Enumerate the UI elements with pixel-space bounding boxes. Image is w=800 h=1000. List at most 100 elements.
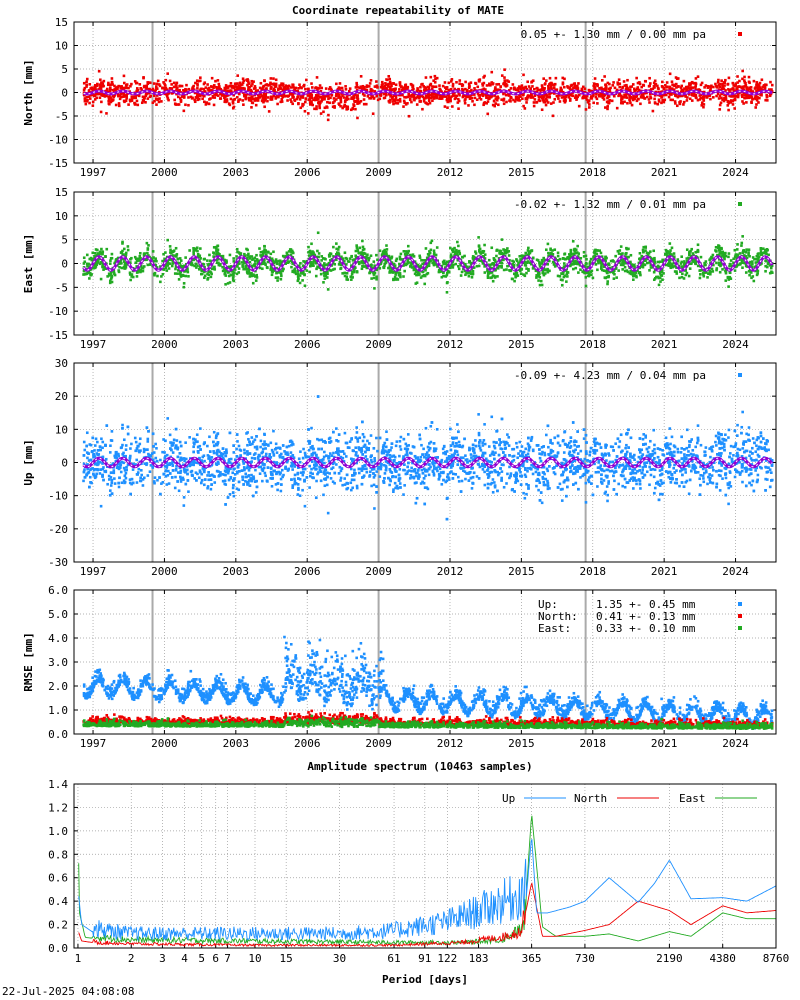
x-tick-label: 2024 <box>722 166 749 179</box>
x-tick-label: 2003 <box>223 737 250 750</box>
stats-marker <box>738 202 742 206</box>
x-tick-label: 2015 <box>508 338 535 351</box>
x-tick-label: 1997 <box>80 737 107 750</box>
x-tick-label: 2024 <box>722 338 749 351</box>
x-tick-label: 2024 <box>722 565 749 578</box>
x-tick-label: 2021 <box>651 338 678 351</box>
y-tick-label: 1.0 <box>48 825 68 838</box>
y-tick-label: 20 <box>55 390 68 403</box>
x-tick-label: 2000 <box>151 737 178 750</box>
x-tick-label: 2012 <box>437 166 464 179</box>
legend-value: 0.33 +- 0.10 mm <box>596 622 696 635</box>
spectrum-title: Amplitude spectrum (10463 samples) <box>307 760 532 773</box>
x-tick-label: 365 <box>522 952 542 965</box>
chart-title: Coordinate repeatability of MATE <box>292 4 504 17</box>
x-tick-label: 5 <box>198 952 205 965</box>
x-tick-label: 61 <box>387 952 400 965</box>
y-tick-label: 0.8 <box>48 848 68 861</box>
panel-frame <box>73 191 777 336</box>
x-tick-label: 2012 <box>437 338 464 351</box>
y-tick-label: 10 <box>55 40 68 53</box>
x-tick-label: 2009 <box>365 338 392 351</box>
legend-name: North <box>574 792 607 805</box>
data-points <box>82 635 774 730</box>
x-tick-label: 2190 <box>656 952 683 965</box>
x-tick-label: 2003 <box>223 565 250 578</box>
y-tick-label: 10 <box>55 210 68 223</box>
x-tick-label: 2021 <box>651 166 678 179</box>
legend-marker <box>738 602 742 606</box>
panel-frame <box>73 589 777 735</box>
x-tick-label: 91 <box>418 952 431 965</box>
data-points <box>82 68 774 122</box>
legend-name: North: <box>538 610 578 623</box>
series-line-north <box>78 882 776 948</box>
panel-rmse: 0.0 1.0 2.0 3.0 4.0 5.0 6.0 1997 2000 2003 2006 200… <box>22 584 777 750</box>
series-line-up <box>78 839 776 942</box>
y-tick-label: 0.0 <box>48 942 68 955</box>
panel-frame <box>73 783 777 949</box>
x-tick-label: 1 <box>75 952 82 965</box>
y-tick-label: 0.0 <box>48 728 68 741</box>
x-tick-label: 2018 <box>580 565 607 578</box>
x-tick-label: 2018 <box>580 166 607 179</box>
x-tick-label: 2003 <box>223 338 250 351</box>
y-tick-label: 0.4 <box>48 895 68 908</box>
y-axis-label: RMSE [mm] <box>22 632 35 692</box>
x-tick-label: 2021 <box>651 565 678 578</box>
legend-marker <box>738 614 742 618</box>
legend-value: 1.35 +- 0.45 mm <box>596 598 696 611</box>
stats-label: -0.09 +- 4.23 mm / 0.04 mm pa <box>514 369 706 382</box>
x-tick-label: 1997 <box>80 565 107 578</box>
panel-up: -30 -20 -10 0 10 20 30 1997 2000 2003 2006 2009 2012… <box>22 357 777 578</box>
x-tick-label: 2015 <box>508 166 535 179</box>
x-tick-label: 2000 <box>151 565 178 578</box>
legend-value: 0.41 +- 0.13 mm <box>596 610 696 623</box>
x-axis-label: Period [days] <box>382 973 468 986</box>
stats-marker <box>738 373 742 377</box>
panel-east: -15 -10 -5 0 5 10 15 1997 2000 2003 2006 2009 2012 20… <box>22 186 777 351</box>
x-tick-label: 15 <box>280 952 293 965</box>
y-tick-label: 0 <box>61 258 68 271</box>
y-tick-label: 15 <box>55 186 68 199</box>
panel-frame <box>73 362 777 563</box>
series-line-east <box>78 815 776 946</box>
x-tick-label: 30 <box>333 952 346 965</box>
legend-name: Up <box>502 792 515 805</box>
y-tick-label: 1.0 <box>48 704 68 717</box>
x-tick-label: 2024 <box>722 737 749 750</box>
x-tick-label: 2000 <box>151 166 178 179</box>
y-tick-label: 5.0 <box>48 608 68 621</box>
x-tick-label: 7 <box>224 952 231 965</box>
y-axis-label: North [mm] <box>22 59 35 125</box>
x-tick-label: 6 <box>212 952 219 965</box>
x-tick-label: 2006 <box>294 737 321 750</box>
x-tick-label: 8760 <box>763 952 790 965</box>
x-tick-label: 2 <box>128 952 135 965</box>
x-tick-label: 2006 <box>294 565 321 578</box>
y-tick-label: -10 <box>48 490 68 503</box>
x-tick-label: 2006 <box>294 166 321 179</box>
y-tick-label: 0.6 <box>48 872 68 885</box>
x-tick-label: 4380 <box>709 952 736 965</box>
y-axis-label: Up [mm] <box>22 439 35 485</box>
x-tick-label: 4 <box>181 952 188 965</box>
panel-spectrum: 0.0 0.2 0.4 0.6 0.8 1.0 1.2 1.4 1 2 3 4 5 6 7 10 15 30 61 9… <box>48 778 789 986</box>
legend-name: East: <box>538 622 571 635</box>
legend-name: Up: <box>538 598 558 611</box>
y-tick-label: 6.0 <box>48 584 68 597</box>
y-tick-label: -15 <box>48 157 68 170</box>
seasonal-model-dash <box>83 457 773 468</box>
x-tick-label: 730 <box>575 952 595 965</box>
y-axis-label: East [mm] <box>22 234 35 294</box>
y-tick-label: 1.2 <box>48 801 68 814</box>
x-tick-label: 2021 <box>651 737 678 750</box>
seasonal-model-dash <box>83 256 773 271</box>
x-tick-label: 2012 <box>437 737 464 750</box>
panel-north: -15 -10 -5 0 5 10 15 1997 2000 2003 2006 2009 2012 20… <box>22 16 777 179</box>
x-tick-label: 2015 <box>508 565 535 578</box>
y-tick-label: 5 <box>61 234 68 247</box>
seasonal-model-dash <box>83 90 773 95</box>
x-tick-label: 3 <box>159 952 166 965</box>
